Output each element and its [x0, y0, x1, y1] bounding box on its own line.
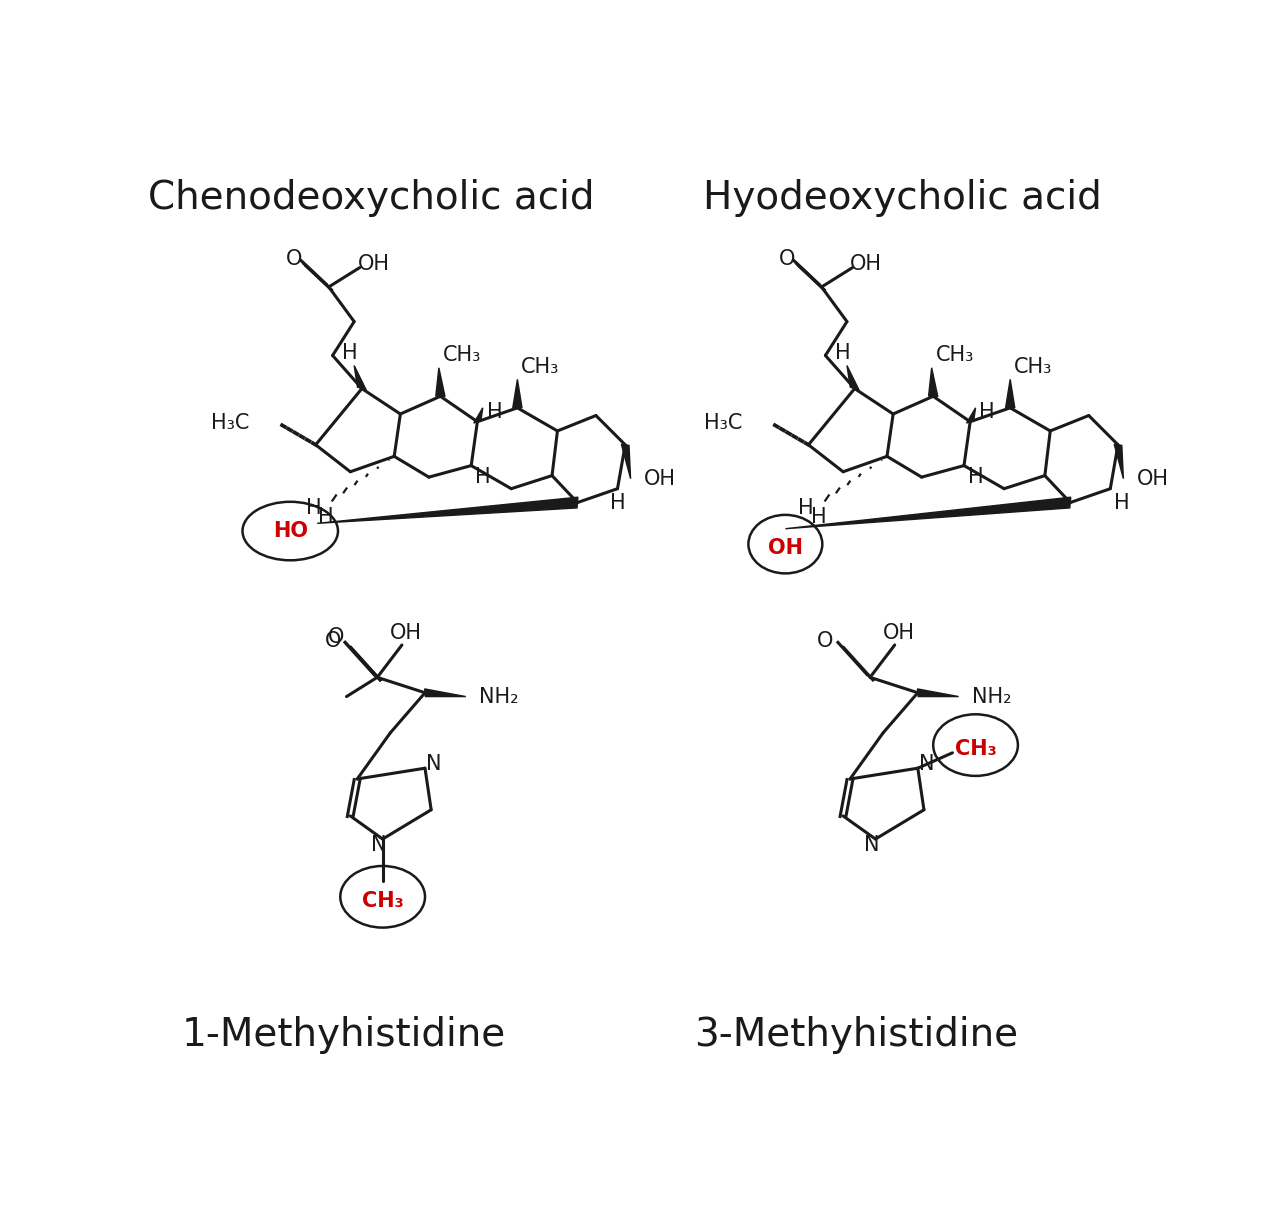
Text: 1-Methyhistidine: 1-Methyhistidine [182, 1016, 507, 1054]
Polygon shape [513, 380, 522, 408]
Text: H: H [968, 467, 983, 487]
Polygon shape [621, 444, 631, 478]
Text: O: O [778, 249, 795, 269]
Text: N: N [426, 755, 442, 774]
Text: H: H [306, 498, 321, 518]
Text: H: H [486, 402, 502, 421]
Polygon shape [1006, 380, 1015, 408]
Polygon shape [928, 368, 938, 397]
Polygon shape [1114, 444, 1124, 478]
Text: OH: OH [882, 623, 914, 644]
Text: H: H [317, 507, 334, 527]
Text: CH₃: CH₃ [955, 739, 996, 759]
Text: OH: OH [357, 254, 389, 274]
Text: CH₃: CH₃ [362, 891, 403, 910]
Text: H₃C: H₃C [704, 414, 742, 433]
Text: OH: OH [644, 469, 676, 489]
Text: H: H [343, 343, 358, 363]
Polygon shape [425, 689, 466, 696]
Text: O: O [817, 632, 833, 651]
Text: H: H [475, 467, 490, 487]
Text: NH₂: NH₂ [972, 686, 1011, 707]
Polygon shape [474, 408, 483, 424]
Text: N: N [864, 835, 879, 856]
Text: N: N [919, 755, 934, 774]
Text: 3-Methyhistidine: 3-Methyhistidine [694, 1016, 1019, 1054]
Text: H: H [1114, 493, 1130, 512]
Text: H: H [609, 493, 626, 512]
Text: OH: OH [389, 623, 421, 644]
Text: Chenodeoxycholic acid: Chenodeoxycholic acid [148, 179, 594, 218]
Text: H: H [836, 343, 851, 363]
Polygon shape [435, 368, 445, 397]
Polygon shape [317, 498, 577, 523]
Polygon shape [966, 408, 975, 424]
Text: CH₃: CH₃ [1014, 357, 1052, 377]
Text: O: O [324, 632, 340, 651]
Text: H: H [799, 498, 814, 518]
Polygon shape [355, 365, 366, 391]
Text: N: N [371, 835, 387, 856]
Text: O: O [328, 627, 344, 647]
Polygon shape [847, 365, 859, 391]
Text: H₃C: H₃C [211, 414, 250, 433]
Text: OH: OH [1137, 469, 1169, 489]
Text: OH: OH [768, 538, 803, 557]
Text: NH₂: NH₂ [479, 686, 518, 707]
Polygon shape [918, 689, 959, 696]
Text: HO: HO [273, 521, 307, 542]
Text: O: O [285, 249, 302, 269]
Text: Hyodeoxycholic acid: Hyodeoxycholic acid [703, 179, 1102, 218]
Text: CH₃: CH₃ [936, 346, 974, 365]
Text: CH₃: CH₃ [521, 357, 559, 377]
Text: OH: OH [850, 254, 882, 274]
Text: H: H [810, 507, 827, 527]
Text: CH₃: CH₃ [443, 346, 481, 365]
Polygon shape [786, 498, 1071, 528]
Text: H: H [979, 402, 995, 421]
